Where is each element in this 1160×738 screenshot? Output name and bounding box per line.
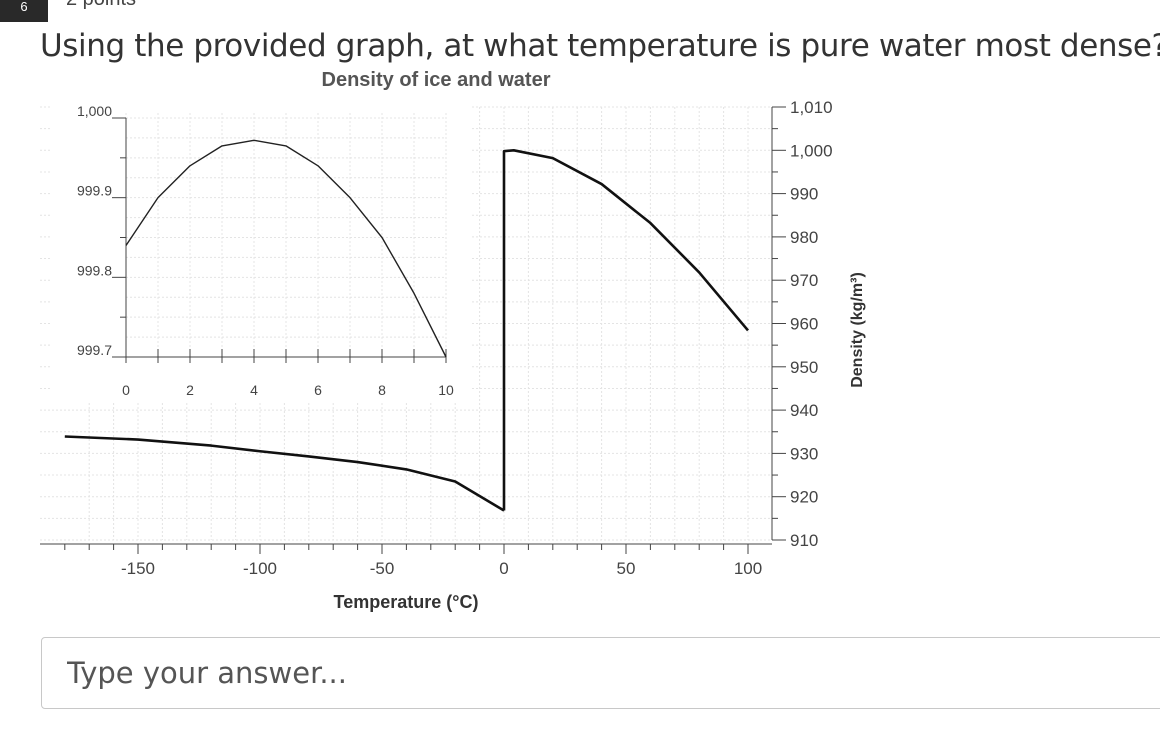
x-tick-label: 50 — [617, 559, 636, 578]
inset-y-tick-label: 999.8 — [77, 262, 112, 278]
x-tick-label: -100 — [243, 559, 277, 578]
y-tick-label: 940 — [790, 401, 818, 420]
y-tick-label: 910 — [790, 531, 818, 550]
y-tick-label: 1,000 — [790, 141, 833, 160]
inset-axes: 999.7 999.8 999.9 1,000 0 2 4 6 8 10 — [77, 103, 454, 398]
y-tick-label: 970 — [790, 271, 818, 290]
question-text: Using the provided graph, at what temper… — [40, 28, 1160, 64]
y-tick-label: 930 — [790, 444, 818, 463]
question-number-badge: 6 — [0, 0, 48, 22]
inset-water-density-line — [125, 139, 447, 358]
inset-y-tick-label: 999.9 — [77, 183, 112, 199]
inset-x-tick-label: 0 — [122, 382, 130, 398]
chart-title: Density of ice and water — [322, 69, 551, 91]
inset-x-tick-label: 2 — [186, 382, 194, 398]
y-tick-label: 1,010 — [790, 98, 833, 117]
ice-density-line — [64, 435, 505, 512]
inset-y-tick-label: 1,000 — [77, 103, 112, 119]
water-density-line — [502, 149, 749, 511]
inset-background — [50, 102, 470, 402]
points-label: 2 points — [66, 0, 136, 11]
inset-series — [125, 139, 447, 358]
density-chart: Density of ice and water Temperature (°C… — [40, 69, 866, 612]
x-tick-label: -150 — [121, 559, 155, 578]
inset-x-tick-label: 8 — [378, 382, 386, 398]
y-tick-label: 980 — [790, 228, 818, 247]
y-tick-label: 990 — [790, 185, 818, 204]
x-tick-label: 0 — [499, 559, 508, 578]
inset-x-tick-label: 10 — [438, 382, 454, 398]
x-tick-label: 100 — [734, 559, 762, 578]
inset-y-tick-label: 999.7 — [77, 342, 112, 358]
inset-grid — [50, 102, 470, 402]
chart-y-axis-label: Density (kg/m³) — [849, 272, 866, 388]
question-number: 6 — [20, 0, 28, 14]
inset-x-tick-label: 6 — [314, 382, 322, 398]
x-tick-label: -50 — [370, 559, 395, 578]
y-tick-label: 950 — [790, 358, 818, 377]
y-tick-label: 960 — [790, 315, 818, 334]
main-series — [64, 149, 749, 512]
answer-input[interactable] — [41, 637, 1160, 709]
y-tick-label: 920 — [790, 488, 818, 507]
chart-x-axis-label: Temperature (°C) — [334, 592, 479, 612]
inset-x-tick-label: 4 — [250, 382, 258, 398]
main-axes: -150 -100 -50 0 50 10091092093094095096097098… — [40, 98, 833, 578]
